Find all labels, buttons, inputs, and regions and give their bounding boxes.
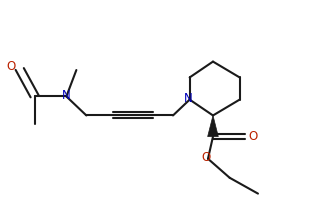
Text: O: O <box>6 60 16 73</box>
Text: N: N <box>183 92 193 105</box>
Polygon shape <box>208 115 218 137</box>
Text: N: N <box>62 89 71 102</box>
Text: O: O <box>248 130 258 143</box>
Text: O: O <box>202 151 211 164</box>
